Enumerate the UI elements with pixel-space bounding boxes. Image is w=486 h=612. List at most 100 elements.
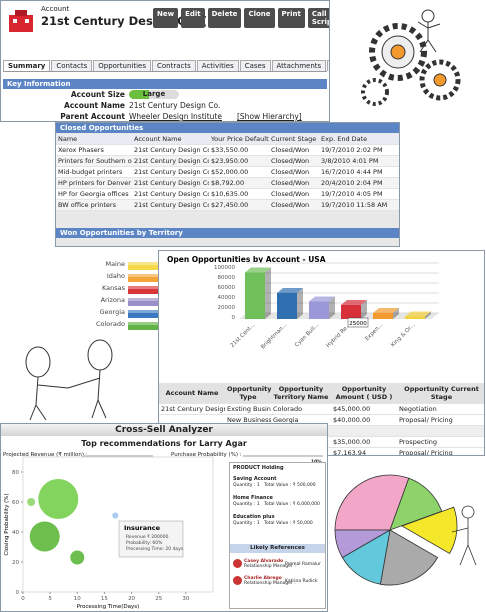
table-cell: $23,950.00 (209, 155, 269, 167)
table-cell: $33,550.00 (209, 144, 269, 156)
icon-roof (15, 10, 27, 16)
tooltip-box (347, 317, 369, 328)
y-tick-label: Arizona (101, 296, 125, 304)
x-tick-label: 5 (48, 596, 52, 602)
header-row: Name Account Name Your Price Default Curren… (56, 134, 399, 145)
table-cell: Prospecting (397, 436, 484, 448)
x-tick-label: Brightman... (260, 322, 289, 351)
table-cell: Proposal/ Pricing (397, 414, 484, 426)
table-cell: 21st Century Design Co. (132, 166, 209, 178)
table-cell: 21st Century Design Co. (159, 403, 225, 415)
bar-top (373, 308, 399, 313)
pie-illustration (334, 474, 477, 586)
table-cell: Colorado (271, 403, 331, 415)
y-tick-label: 0 (16, 590, 20, 596)
table-cell: $8,792.00 (209, 177, 269, 189)
table-cell: HP for Georgia offices (56, 188, 132, 200)
bar-shine (128, 274, 170, 277)
bubble (38, 479, 79, 519)
column-header: Opportunity Territory Name (271, 383, 331, 404)
chart-title: Open Opportunities by Account - USA (167, 255, 326, 264)
action-button[interactable]: New (153, 8, 179, 28)
x-tick-label: 20 (128, 596, 135, 602)
pie-slice (334, 529, 392, 559)
slider-track[interactable] (83, 455, 153, 457)
y-tick-label: 40 (12, 530, 19, 536)
tooltip-box (118, 520, 184, 558)
table-cell: 16/7/2010 4:44 PM (319, 166, 399, 178)
gear (369, 23, 427, 81)
table-cell: $52,000.00 (209, 166, 269, 178)
bar (341, 305, 361, 319)
bar-shine (128, 298, 170, 301)
account-panel: Account 21st Century Design Co. (New) New E… (0, 0, 330, 122)
table-cell: 21st Century Design Co. (132, 144, 209, 156)
field-link[interactable]: [Show Hierarchy] (237, 112, 302, 121)
table-cell: $7,163.94 (331, 447, 397, 455)
slider-track[interactable] (243, 455, 323, 457)
reference-name[interactable]: Casey Alvarado (244, 559, 284, 564)
action-button[interactable]: Call Scripts (307, 8, 329, 28)
panel-subtitle: Top recommendations for Larry Agar (81, 439, 247, 448)
holding-total: Total Value : ₹ 6,000,000 (264, 502, 320, 507)
y-tick-label: 60000 (218, 285, 236, 291)
account-icon (9, 10, 33, 32)
tab[interactable]: Contracts (152, 60, 196, 71)
tooltip-line: Processing Time: 20 days (126, 546, 184, 552)
y-tick-label: Colorado (96, 320, 125, 328)
y-tick-label: 0 (232, 315, 236, 321)
action-button[interactable]: Edit (181, 8, 205, 28)
account-label: Account (41, 5, 70, 13)
x-tick-label: 0 (21, 596, 25, 602)
bar-shine (128, 310, 170, 313)
reference-name[interactable]: Charlie Abrego (244, 576, 282, 581)
holding-total: Total Value : ₹ 50,000 (264, 521, 313, 526)
table-cell: BW office printers (56, 199, 132, 211)
gear-center (390, 44, 406, 60)
x-tick-label: 10 (74, 596, 81, 602)
tab[interactable]: Cases (239, 60, 271, 71)
y-tick-label: 20000 (218, 305, 236, 311)
recommendation-sidebar: PRODUCT Holding Saving Account Quantity : … (229, 462, 326, 609)
bar (245, 272, 265, 319)
table-row: HP for Georgia offices 21st Century Desig… (56, 188, 399, 200)
table-cell: Closed/Won (269, 199, 319, 211)
bar-top (277, 288, 303, 293)
holdings-title: PRODUCT Holding (233, 465, 284, 471)
field-value[interactable]: Wheeler Design Institute (129, 112, 222, 121)
x-tick-label: 15 (101, 596, 108, 602)
section-header: Key Information (3, 79, 327, 89)
holding-quantity: Quantity : 1 (233, 483, 260, 488)
y-axis-label: Closing Probability (%) (4, 493, 10, 555)
action-button[interactable]: Delete (207, 8, 242, 28)
y-tick-label: Kansas (102, 284, 126, 292)
table-cell: $35,000.00 (331, 436, 397, 448)
table-cell: Closed/Won (269, 155, 319, 167)
tab[interactable]: Contacts (51, 60, 93, 71)
tab[interactable]: Attachments (271, 60, 327, 71)
tab[interactable]: History (327, 60, 329, 71)
tab[interactable]: Opportunities (93, 60, 152, 71)
bar-shine (128, 322, 170, 325)
action-button[interactable]: Clone (244, 8, 275, 28)
action-button[interactable]: Print (277, 8, 305, 28)
tab[interactable]: Activities (196, 60, 239, 71)
bar (128, 286, 170, 294)
reference-avatar (233, 559, 242, 568)
closed-opportunities-panel: Closed Opportunities Name Account Name Your… (55, 122, 400, 247)
gear (419, 59, 461, 101)
tooltip-line: Probability: 60% (126, 540, 163, 546)
bar (309, 301, 329, 319)
tab[interactable]: Summary (3, 60, 51, 71)
bar (128, 298, 170, 306)
bar-top (341, 300, 367, 305)
column-header: Exp. End Date (319, 134, 399, 145)
person-head (421, 9, 435, 23)
y-tick-label: 20 (12, 560, 19, 566)
reference-avatar (233, 576, 242, 585)
bubble (27, 498, 36, 506)
tooltip-line: Revenue ₹ 200000 (126, 534, 169, 540)
